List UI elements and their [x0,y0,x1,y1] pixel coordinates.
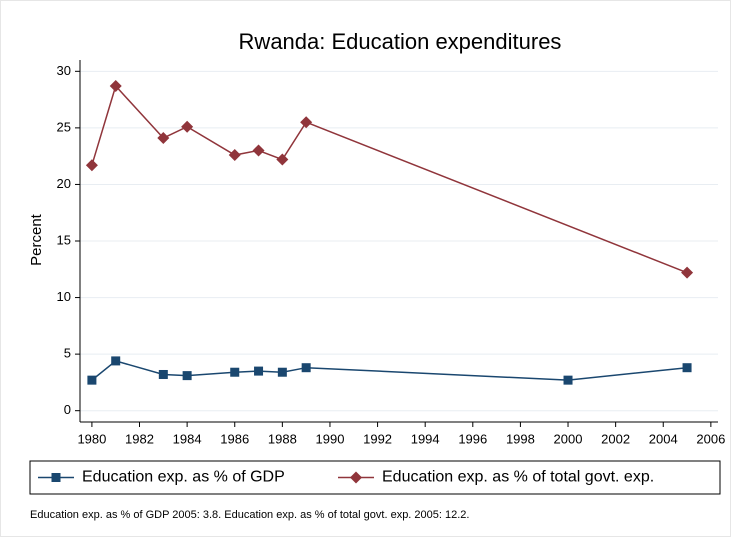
marker [182,371,192,381]
chart-title: Rwanda: Education expenditures [239,29,562,54]
legend-marker [51,473,61,482]
x-tick-label: 1994 [411,431,440,446]
marker [158,369,168,379]
marker [228,149,241,162]
x-tick-label: 1986 [220,431,249,446]
x-tick-label: 2000 [554,431,583,446]
y-tick-label: 20 [57,176,71,191]
x-tick-label: 1998 [506,431,535,446]
x-tick-label: 1982 [125,431,154,446]
marker [111,356,121,366]
x-tick-label: 1990 [316,431,345,446]
y-tick-label: 5 [64,346,71,361]
y-tick-label: 15 [57,232,71,247]
marker [277,367,287,377]
x-tick-label: 1996 [458,431,487,446]
legend-label: Education exp. as % of GDP [82,469,285,486]
marker [681,266,694,279]
marker [157,132,170,145]
marker [276,153,289,166]
series-line [91,360,688,381]
x-tick-label: 1992 [363,431,392,446]
legend-label: Education exp. as % of total govt. exp. [382,469,654,486]
marker [300,116,313,129]
y-tick-label: 0 [64,402,71,417]
marker [301,363,311,373]
marker [87,375,97,385]
x-tick-label: 2002 [601,431,630,446]
y-axis-label: Percent [28,213,45,266]
y-tick-label: 10 [57,289,71,304]
x-tick-label: 2006 [696,431,725,446]
y-tick-label: 30 [57,63,71,78]
marker [563,375,573,385]
x-tick-label: 1988 [268,431,297,446]
marker [181,120,194,133]
x-tick-label: 2004 [649,431,678,446]
y-tick-label: 25 [57,119,71,134]
note: Education exp. as % of GDP 2005: 3.8. Ed… [30,509,469,521]
marker [85,159,98,172]
marker [254,366,264,376]
legend-box [29,460,721,495]
marker [109,80,122,93]
legend-marker [350,471,362,484]
x-tick-label: 1984 [173,431,202,446]
marker [682,363,692,373]
marker [230,367,240,377]
x-tick-label: 1980 [77,431,106,446]
marker [252,144,265,157]
